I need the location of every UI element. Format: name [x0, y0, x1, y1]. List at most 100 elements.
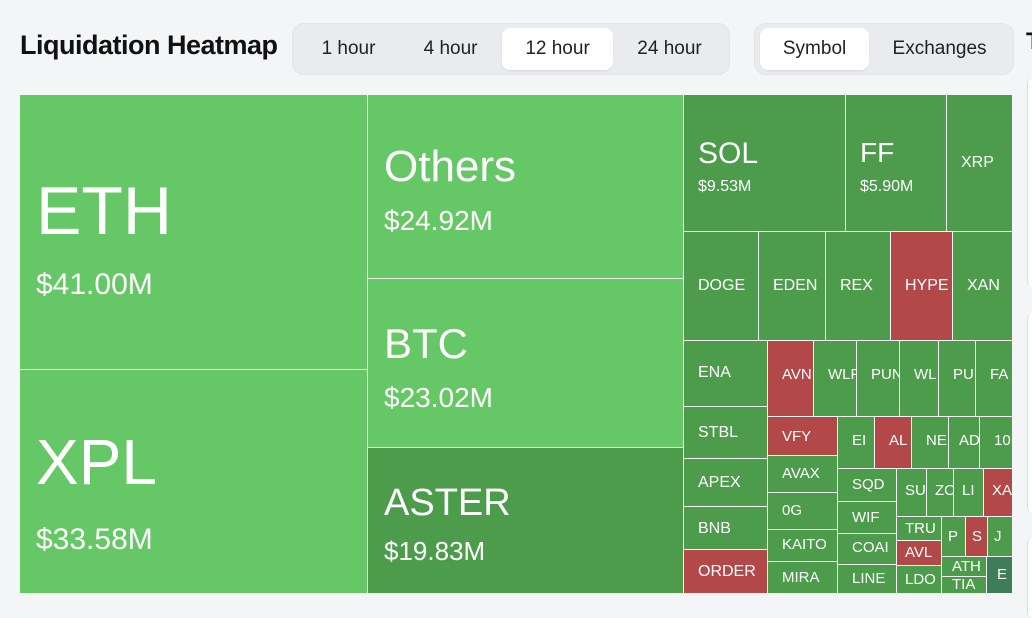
treemap-tile-coai[interactable]: COAI — [838, 534, 897, 565]
tile-value-label: $9.53M — [698, 178, 752, 195]
treemap-tile-tru[interactable]: TRU — [897, 517, 942, 541]
treemap-tile-line[interactable]: LINE — [838, 565, 897, 594]
treemap-tile-xrp[interactable]: XRP — [947, 95, 1013, 232]
time-option-12h[interactable]: 12 hour — [502, 28, 614, 70]
tile-symbol-label: XPL — [36, 426, 157, 498]
tile-symbol-label: XAN — [967, 277, 1000, 294]
treemap-tile-pun[interactable]: PUN — [857, 341, 900, 417]
treemap-tile-stbl[interactable]: STBL — [684, 407, 768, 459]
group-option-exchanges[interactable]: Exchanges — [892, 38, 987, 59]
tile-symbol-label: EDEN — [773, 277, 818, 294]
treemap-tile-vfy[interactable]: VFY — [768, 417, 838, 456]
time-option-24h[interactable]: 24 hour — [637, 38, 702, 59]
treemap-tile-tia[interactable]: TIA — [942, 577, 987, 594]
tile-symbol-label: ENA — [698, 364, 731, 381]
treemap-tile-btc[interactable]: BTC $23.02M — [368, 279, 684, 448]
treemap-tile-fa[interactable]: FA — [976, 341, 1013, 417]
tile-symbol-label: BTC — [384, 320, 468, 367]
time-range-selector: 1 hour 4 hour 12 hour 24 hour — [292, 23, 730, 75]
treemap-tile-eth[interactable]: ETH $41.00M — [20, 95, 368, 370]
treemap-tile-apex[interactable]: APEX — [684, 459, 768, 507]
time-option-1h[interactable]: 1 hour — [321, 38, 376, 59]
treemap-tile-doge[interactable]: DOGE — [684, 232, 759, 341]
tile-symbol-label: S — [972, 528, 983, 545]
treemap-tile-ne[interactable]: NE — [912, 417, 949, 469]
tile-symbol-label: WIF — [852, 509, 880, 526]
treemap-tile-xan[interactable]: XAN — [953, 232, 1013, 341]
treemap-tile-ena[interactable]: ENA — [684, 341, 768, 407]
tile-symbol-label: ORDER — [698, 563, 756, 580]
tile-symbol-label: HYPE — [905, 277, 949, 294]
tile-symbol-label: VFY — [782, 428, 812, 445]
treemap-tile-order[interactable]: ORDER — [684, 550, 768, 594]
tile-symbol-label: XRP — [961, 154, 994, 171]
treemap-tile-pu[interactable]: PU — [939, 341, 976, 417]
tile-symbol-label: SU — [905, 482, 926, 499]
tile-symbol-label: 10 — [994, 432, 1011, 449]
side-panel-title-fragment: T — [1026, 28, 1032, 56]
treemap-tile-mira[interactable]: MIRA — [768, 562, 838, 594]
treemap-tile-sqd[interactable]: SQD — [838, 469, 897, 502]
treemap-tile-eden[interactable]: EDEN — [759, 232, 826, 341]
tile-symbol-label: EI — [852, 432, 867, 449]
treemap-tile-others[interactable]: Others $24.92M — [368, 95, 684, 279]
tile-symbol-label: AD — [959, 432, 980, 449]
tile-symbol-label: APEX — [698, 474, 741, 491]
treemap-tile-xa[interactable]: XA — [984, 469, 1013, 517]
treemap-tile-0g[interactable]: 0G — [768, 493, 838, 530]
treemap-tile-su[interactable]: SU — [897, 469, 927, 517]
tile-symbol-label: FF — [860, 137, 895, 168]
treemap-tile-li[interactable]: LI — [954, 469, 984, 517]
treemap-tile-wlf[interactable]: WLF — [814, 341, 857, 417]
treemap-tile-p[interactable]: P — [942, 517, 966, 557]
treemap-tile-avl[interactable]: AVL — [897, 541, 942, 566]
treemap-tile-xpl[interactable]: XPL $33.58M — [20, 370, 368, 594]
treemap-tile-ath[interactable]: ATH — [942, 557, 987, 577]
treemap-tile-zo[interactable]: ZO — [927, 469, 954, 517]
tile-symbol-label: LDO — [905, 571, 936, 588]
treemap-tile-rex[interactable]: REX — [826, 232, 891, 341]
treemap-tile-ei[interactable]: EI — [838, 417, 875, 469]
tile-symbol-label: Others — [384, 142, 517, 191]
tile-symbol-label: E — [997, 566, 1008, 583]
group-option-symbol[interactable]: Symbol — [760, 28, 870, 70]
treemap-tile-ad[interactable]: AD — [949, 417, 980, 469]
tile-value-label: $19.83M — [384, 536, 486, 566]
tile-symbol-label: FA — [990, 366, 1009, 383]
tile-symbol-label: WLF — [828, 366, 857, 383]
side-panel-edge — [1027, 78, 1032, 618]
tile-value-label: $5.90M — [860, 178, 914, 195]
treemap-tile-ff[interactable]: FF $5.90M — [846, 95, 947, 232]
tile-symbol-label: ETH — [36, 173, 172, 249]
tile-symbol-label: AL — [889, 432, 908, 449]
treemap-tile-avn[interactable]: AVN — [768, 341, 814, 417]
treemap-tile-aster[interactable]: ASTER $19.83M — [368, 448, 684, 594]
tile-symbol-label: AVN — [782, 366, 812, 383]
treemap-tile-al[interactable]: AL — [875, 417, 912, 469]
tile-symbol-label: DOGE — [698, 277, 746, 294]
treemap-tile-bnb[interactable]: BNB — [684, 507, 768, 550]
tile-symbol-label: ASTER — [384, 482, 511, 524]
time-option-4h[interactable]: 4 hour — [423, 38, 478, 59]
tile-symbol-label: LINE — [852, 570, 886, 587]
tile-symbol-label: AVL — [905, 544, 933, 561]
tile-symbol-label: PUN — [871, 366, 900, 383]
tile-symbol-label: SQD — [852, 476, 885, 493]
treemap-tile-wl[interactable]: WL — [900, 341, 939, 417]
treemap-tile-hype[interactable]: HYPE — [891, 232, 953, 341]
tile-symbol-label: TIA — [952, 577, 976, 593]
side-card — [1027, 538, 1032, 618]
page-title: Liquidation Heatmap — [20, 30, 278, 60]
treemap-tile-sol[interactable]: SOL $9.53M — [684, 95, 846, 232]
treemap-tile-j[interactable]: J — [988, 517, 1013, 557]
treemap-tile-e[interactable]: E — [987, 557, 1013, 594]
tile-symbol-label: STBL — [698, 424, 739, 441]
treemap-tile-wif[interactable]: WIF — [838, 502, 897, 534]
treemap-tile-ldo[interactable]: LDO — [897, 566, 942, 594]
treemap-tile-10[interactable]: 10 — [980, 417, 1013, 469]
treemap-tile-s[interactable]: S — [966, 517, 988, 557]
tile-symbol-label: 0G — [782, 502, 803, 519]
treemap-tile-kaito[interactable]: KAITO — [768, 530, 838, 562]
tile-symbol-label: ATH — [952, 558, 981, 575]
treemap-tile-avax[interactable]: AVAX — [768, 456, 838, 493]
